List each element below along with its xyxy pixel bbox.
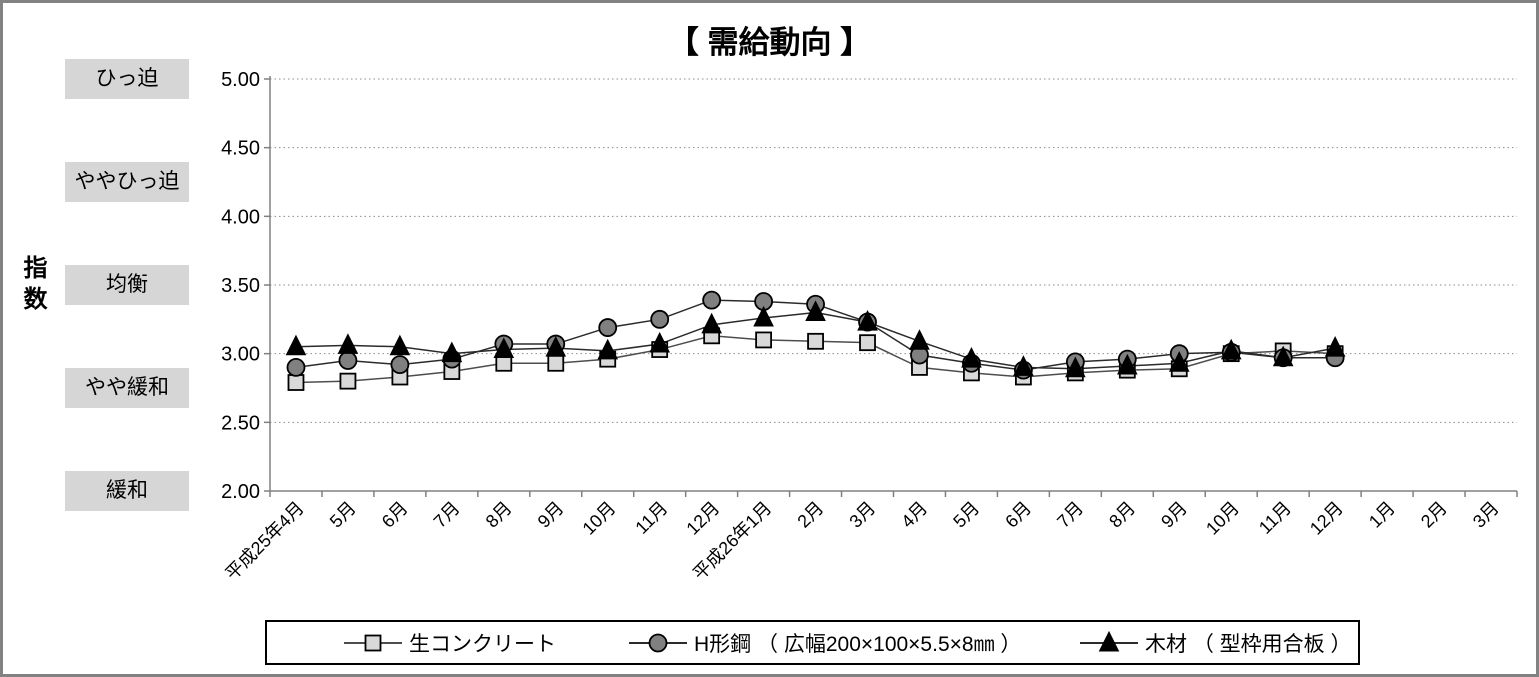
data-point-circle	[338, 351, 358, 370]
legend-box: 生コンクリート H形鋼 （ 広幅200×100×5.5×8㎜ ） 木材 （ 型枠用合…	[265, 620, 1360, 665]
data-point-square	[547, 354, 565, 372]
x-tick-label: 9月	[534, 498, 568, 532]
y-tick-label: 4.50	[221, 138, 260, 160]
y-tick-label: 4.00	[221, 206, 260, 228]
data-point-circle	[650, 309, 670, 329]
y-tick-label: 2.00	[221, 481, 260, 503]
x-tick-label: 4月	[897, 498, 931, 532]
data-point-triangle	[1168, 351, 1190, 372]
x-tick-label: 10月	[1202, 498, 1243, 539]
data-point-square	[287, 374, 305, 391]
x-tick-label: 1月	[1365, 498, 1399, 532]
legend-item: H形鋼 （ 広幅200×100×5.5×8㎜ ）	[629, 622, 1021, 663]
data-point-triangle	[1272, 345, 1294, 367]
data-point-triangle	[857, 309, 878, 331]
x-tick-label: 9月	[1157, 498, 1191, 532]
data-point-triangle	[1065, 356, 1086, 378]
data-point-triangle	[961, 347, 982, 368]
y-tick-label: 3.00	[221, 344, 260, 366]
data-point-circle	[598, 318, 618, 337]
data-point-square	[755, 331, 773, 349]
data-point-triangle	[597, 338, 619, 360]
data-point-square	[859, 334, 876, 352]
data-point-triangle	[493, 337, 515, 359]
axis-zone-label: 均衡	[65, 265, 189, 305]
x-tick-label: 7月	[1053, 498, 1087, 532]
x-tick-label: 11月	[1255, 498, 1295, 538]
axis-zone-label: 緩和	[65, 471, 189, 511]
x-tick-label: 8月	[1105, 498, 1139, 532]
x-tick-label: 5月	[949, 498, 983, 532]
axis-zone-label: やや緩和	[65, 368, 189, 408]
y-tick-label: 5.00	[221, 69, 260, 91]
legend-item: 生コンクリート	[344, 622, 556, 663]
x-tick-label: 12月	[682, 498, 723, 539]
axis-zone-label: ややひっ迫	[65, 162, 189, 202]
data-point-triangle	[1117, 353, 1138, 375]
data-point-triangle	[1220, 338, 1242, 360]
x-tick-label: 3月	[1469, 498, 1503, 532]
legend-label: H形鋼 （ 広幅200×100×5.5×8㎜ ）	[694, 632, 1022, 656]
x-tick-label: 10月	[579, 498, 620, 539]
data-point-triangle	[1324, 336, 1346, 357]
data-point-circle	[390, 355, 410, 375]
x-tick-label: 7月	[430, 498, 464, 532]
data-point-triangle	[337, 333, 359, 354]
chart-title: 【 需給動向 】	[667, 25, 872, 60]
x-tick-label: 6月	[1001, 498, 1035, 532]
y-tick-label: 3.50	[221, 275, 260, 297]
x-tick-label: 2月	[1417, 498, 1451, 532]
data-point-triangle	[909, 329, 930, 350]
data-point-triangle	[285, 334, 307, 356]
legend-item: 木材 （ 型枠用合板 ）	[1080, 622, 1352, 663]
legend-label: 木材 （ 型枠用合板 ）	[1145, 632, 1352, 656]
data-point-triangle	[701, 312, 722, 334]
x-tick-label: 5月	[326, 498, 360, 532]
x-tick-label: 8月	[482, 498, 516, 532]
x-tick-label: 平成25年4月	[222, 498, 308, 584]
y-tick-label: 2.50	[221, 412, 260, 434]
data-point-triangle	[1013, 355, 1034, 376]
data-point-triangle	[1098, 630, 1120, 651]
data-point-triangle	[805, 300, 826, 321]
y-axis-title: 指数	[19, 255, 46, 317]
data-point-square	[807, 332, 824, 350]
data-point-circle	[702, 290, 722, 310]
data-point-square	[364, 634, 382, 651]
legend-marker-triangle	[1080, 630, 1138, 651]
data-point-triangle	[389, 334, 411, 356]
legend-label: 生コンクリート	[409, 632, 556, 656]
data-point-circle	[648, 633, 668, 652]
data-point-triangle	[545, 336, 567, 357]
x-tick-label: 12月	[1306, 498, 1347, 539]
axis-zone-label: ひっ迫	[65, 59, 189, 99]
x-tick-label: 3月	[845, 498, 879, 532]
legend-marker-circle	[629, 633, 687, 652]
data-point-triangle	[649, 331, 670, 353]
x-tick-label: 2月	[793, 498, 827, 532]
data-point-triangle	[753, 305, 774, 327]
data-point-triangle	[441, 341, 463, 363]
legend-marker-square	[344, 634, 402, 651]
x-tick-label: 11月	[631, 498, 671, 538]
data-point-square	[339, 372, 357, 390]
x-tick-label: 6月	[378, 498, 412, 532]
data-point-circle	[286, 357, 306, 377]
